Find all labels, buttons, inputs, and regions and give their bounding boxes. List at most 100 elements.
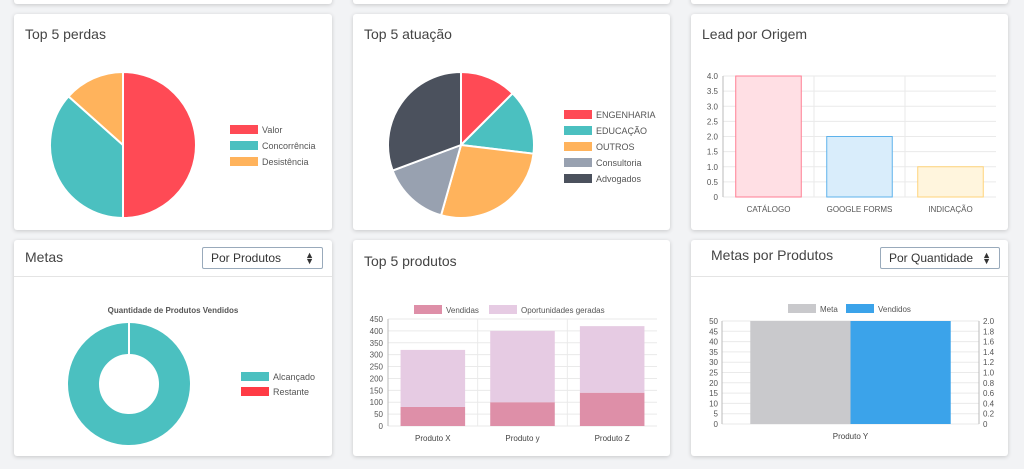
- top-card-3: [691, 0, 1008, 4]
- y-tick-label: 300: [370, 351, 384, 360]
- legend-label-0: Alcançado: [273, 372, 315, 382]
- legend-label-0: Vendidas: [446, 306, 479, 315]
- y-tick-label: 1.0: [707, 163, 719, 172]
- legend-label-2: OUTROS: [596, 142, 635, 152]
- y-tick-label-right: 1.4: [983, 348, 995, 357]
- bar-0: [735, 75, 802, 198]
- card-top5-produtos: Top 5 produtos 0 50 100 150 200 250 300 350 400 4…: [353, 240, 670, 456]
- y-tick-label-right: 1.0: [983, 369, 995, 378]
- select-arrow-icon: ▲ ▼: [982, 250, 991, 266]
- card-top5-perdas: Top 5 perdas Valor Concorrência Desistênci…: [14, 14, 332, 230]
- pie-slice-1: [458, 91, 535, 155]
- y-tick-label: 2.5: [707, 117, 719, 126]
- card-title: Lead por Origem: [702, 26, 808, 42]
- y-tick-label-left: 5: [714, 410, 719, 419]
- y-tick-label-left: 40: [709, 338, 718, 347]
- x-tick-label: Produto y: [505, 434, 539, 443]
- bar-chart-lead: 0 0.5 1.0 1.5 2.0 2.5 3.0 3.5 4.0 CATÁLOGO GOOGLE …: [707, 72, 996, 214]
- legend-swatch-2: [564, 142, 592, 151]
- bar-1-1: [490, 330, 555, 403]
- legend-label-1: Restante: [273, 387, 309, 397]
- legend-label-2: Desistência: [262, 157, 309, 167]
- x-tick-label: GOOGLE FORMS: [827, 205, 893, 214]
- y-tick-label-right: 1.8: [983, 327, 995, 336]
- legend-swatch-4: [564, 174, 592, 183]
- bar-1-2: [579, 326, 645, 393]
- legend-swatch-0: [788, 304, 816, 313]
- legend-label-1: Vendidos: [878, 305, 911, 314]
- card-top5-atuacao: Top 5 atuação ENGENHARIA EDUCAÇÃO OUTROS Co…: [353, 14, 670, 230]
- pie-slice-1: [49, 94, 124, 220]
- y-tick-label-right: 0.4: [983, 399, 995, 408]
- legend-swatch-2: [230, 157, 258, 166]
- y-tick-label-right: 0.8: [983, 379, 995, 388]
- legend-swatch-0: [230, 125, 258, 134]
- card-title: Metas: [25, 249, 64, 265]
- pie-slice-4: [387, 70, 462, 172]
- y-tick-label-left: 50: [709, 317, 718, 326]
- card-title: Top 5 atuação: [364, 26, 452, 42]
- select-arrow-icon: ▲ ▼: [305, 250, 314, 266]
- legend-label-0: ENGENHARIA: [596, 110, 656, 120]
- card-title: Top 5 produtos: [364, 253, 457, 269]
- legend-label-3: Consultoria: [596, 158, 642, 168]
- donut-title: Quantidade de Produtos Vendidos: [108, 306, 239, 315]
- y-tick-label-right: 1.2: [983, 358, 995, 367]
- bar-1-0: [400, 349, 466, 407]
- bar-chart-produtos: 0 50 100 150 200 250 300 350 400 450 Produto X Prod…: [370, 305, 657, 443]
- y-tick-label-left: 25: [709, 369, 718, 378]
- legend-swatch-1: [241, 387, 269, 396]
- legend-label-4: Advogados: [596, 174, 642, 184]
- y-tick-label: 100: [370, 398, 384, 407]
- y-tick-label: 3.0: [707, 102, 719, 111]
- legend-swatch-0: [241, 372, 269, 381]
- y-tick-label: 4.0: [707, 72, 719, 81]
- donut-chart-metas: Alcançado Restante Quantidade de Produtos …: [68, 306, 315, 445]
- y-tick-label-right: 1.6: [983, 338, 995, 347]
- pie-slice-3: [391, 143, 463, 217]
- y-tick-label: 1.5: [707, 148, 719, 157]
- y-tick-label-left: 15: [709, 389, 718, 398]
- y-tick-label: 0.5: [707, 178, 719, 187]
- card-lead-origem: Lead por Origem 0 0.5 1.0 1.5 2.0 2.5 3.0 3.5 4.…: [691, 14, 1008, 230]
- y-tick-label: 200: [370, 374, 384, 383]
- y-tick-label-left: 30: [709, 358, 718, 367]
- legend-swatch-1: [846, 304, 874, 313]
- card-title: Metas por Produtos: [711, 247, 834, 263]
- pie-slice-2: [439, 143, 535, 219]
- top-card-2: [353, 0, 670, 4]
- y-tick-label: 0: [379, 422, 384, 431]
- pie-chart-perdas: Valor Concorrência Desistência: [49, 70, 316, 220]
- metas-select[interactable]: Por Produtos ▲ ▼: [202, 247, 323, 269]
- pie-slice-0: [460, 70, 515, 148]
- bar-0-0: [400, 406, 466, 426]
- legend-swatch-1: [489, 305, 517, 314]
- legend-label-0: Meta: [820, 305, 838, 314]
- y-tick-label-right: 2.0: [983, 317, 995, 326]
- legend-label-1: Oportunidades geradas: [521, 306, 605, 315]
- y-tick-label: 2.0: [707, 133, 719, 142]
- legend-label-1: Concorrência: [262, 141, 316, 151]
- legend-swatch-0: [564, 110, 592, 119]
- metas-produtos-select-value: Por Quantidade: [889, 251, 974, 265]
- pie-chart-atuacao: ENGENHARIA EDUCAÇÃO OUTROS Consultoria Advog…: [387, 70, 656, 219]
- y-tick-label: 3.5: [707, 87, 719, 96]
- bar-1: [826, 136, 893, 198]
- y-tick-label: 150: [370, 386, 384, 395]
- legend-swatch-1: [564, 126, 592, 135]
- x-tick-label: CATÁLOGO: [747, 205, 791, 214]
- bar-1: [850, 321, 951, 424]
- legend-swatch-0: [414, 305, 442, 314]
- y-tick-label-left: 20: [709, 379, 718, 388]
- x-tick-label: Produto Y: [833, 432, 869, 441]
- y-tick-label-right: 0.2: [983, 410, 995, 419]
- y-tick-label: 350: [370, 339, 384, 348]
- bar-0-1: [490, 402, 555, 426]
- metas-produtos-select[interactable]: Por Quantidade ▲ ▼: [880, 247, 1000, 269]
- x-tick-label: INDICAÇÃO: [928, 205, 972, 214]
- metas-select-value: Por Produtos: [211, 251, 282, 265]
- legend-swatch-3: [564, 158, 592, 167]
- card-metas: Metas Por Produtos ▲ ▼ Alcançado Restante Q…: [14, 240, 332, 456]
- card-title: Top 5 perdas: [25, 26, 106, 42]
